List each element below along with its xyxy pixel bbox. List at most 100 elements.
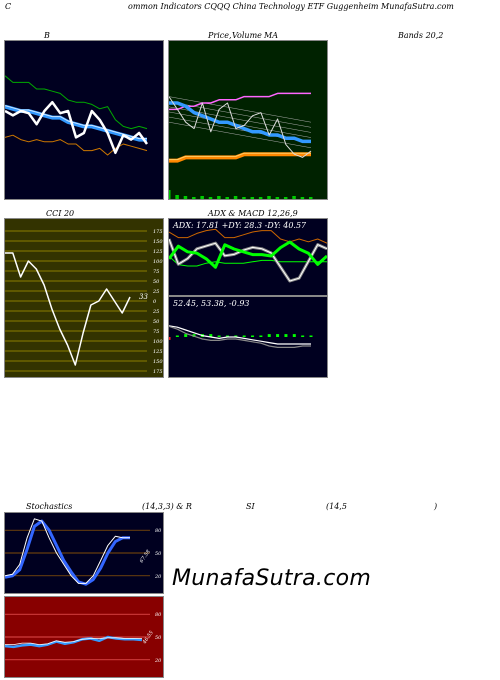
rsi-close-label: ) [434,502,438,511]
macd-histogram-bar [292,334,296,337]
price-line [5,100,149,155]
adx-chart [169,228,327,283]
bollinger-panel [4,40,164,200]
macd-histogram-bar [284,334,288,337]
macd-chart [169,325,313,349]
volume-bar [169,190,171,199]
volume-bar [258,197,263,199]
stoch-tick-label: 80 [155,528,162,534]
cci-panel: 175 150 125 100 75 50 25 0 25 50 75 100 125 150 175 33 [4,218,164,378]
macd-histogram-bar [209,334,213,337]
rsi-params-label: (14,5 [326,502,347,511]
macd-histogram-bar [217,335,221,337]
cci-line [5,252,131,366]
stochastics-label: Stochastics [26,502,73,511]
volume-bar [267,196,271,199]
volume-bar [300,197,305,199]
adx-values: ADX: 17.81 +DY: 28.3 -DY: 40.57 [173,221,307,230]
cci-tick-label: 50 [153,319,160,325]
macd-histogram-bar [259,335,263,337]
price-label: Price, [208,31,232,40]
macd-panel: 52.45, 53.38, -0.93 [168,296,328,378]
volume-bar [309,197,313,199]
cci-tick-label: 75 [153,269,159,275]
macd-histogram-bar [267,334,271,337]
macd-histogram-bar [225,335,229,337]
rsi-tick-label: 50 [155,635,162,641]
stoch-tick-label: 50 [155,551,162,557]
cci-tick-label: 100 [153,259,163,265]
ma-label: MA [264,31,278,40]
cci-tick-label: 125 [153,349,163,355]
price-ma-chart [169,92,313,199]
stoch-d-line [5,519,130,586]
volume-bar [275,197,280,199]
volume-bar [233,196,238,199]
si-label: SI [246,502,255,511]
volume-bar [175,195,179,199]
volume-bar [283,197,288,199]
volume-bar [183,196,188,199]
cci-last-value: 33 [139,293,148,301]
minus-di-line [169,228,327,244]
macd-histogram-bar [251,335,255,337]
volume-bar [242,197,246,199]
volume-bar [217,196,221,199]
cci-tick-label: 50 [153,279,160,285]
rsi-panel: 80 50 20 46.55 [4,596,164,678]
ma-mid [169,92,311,111]
plus-di-line-shadow [169,238,327,283]
cci-tick-label: 125 [153,249,163,255]
ma-guide-line [169,121,312,149]
adx-line [169,255,327,267]
ma-guide-line [169,96,312,123]
stoch-tick-label: 20 [154,574,162,580]
stoch-last-value: 67.58 [139,549,152,564]
bollinger-b-label: B [44,31,50,40]
watermark: MunafaSutra.com [172,566,372,591]
bands-label: Bands 20,2 [398,31,444,40]
rsi-tick-label: 20 [154,658,162,664]
price-line [169,96,312,158]
cci-tick-label: 150 [153,359,163,365]
cci-tick-label: 175 [153,369,163,375]
ma-short [169,101,311,144]
macd-histogram-bar [242,335,246,337]
volume-bar [250,197,255,199]
macd-histogram-bar [192,334,196,337]
cci-tick-label: 0 [153,299,157,305]
di-diff-line [169,240,327,269]
cci-tick-label: 100 [153,339,163,345]
rsi-chart: 80 50 20 46.55 [5,612,162,664]
bollinger-chart [5,75,149,156]
macd-histogram-bar [301,335,305,337]
macd-histogram-bar [309,335,313,337]
cci-label: CCI 20 [46,209,75,218]
adx-panel: ADX: 17.81 +DY: 28.3 -DY: 40.57 [168,218,328,296]
plus-di-line [169,238,327,282]
macd-histogram-bar [169,337,171,340]
signal-line [169,325,311,349]
ma-long-highlight [169,152,311,161]
header-c-letter: C [5,2,12,11]
cci-chart: 175 150 125 100 75 50 25 0 25 50 75 100 125 150 175 33 [5,229,163,375]
volume-label: Volume [232,31,262,40]
cci-tick-label: 175 [153,229,163,235]
adx-macd-label: ADX & MACD 12,26,9 [208,209,298,218]
macd-line [169,325,311,345]
header-title: ommon Indicators CQQQ China Technology E… [128,2,454,11]
volume-bar [200,196,204,199]
upper-band [5,75,148,130]
macd-histogram-bar [234,335,238,337]
macd-histogram-bar [175,335,179,337]
volume-bar [292,196,296,199]
macd-values: 52.45, 53.38, -0.93 [173,299,250,308]
rsi-last-value: 46.55 [141,630,155,646]
volume-bar [208,197,213,199]
cci-tick-label: 150 [153,239,163,245]
cci-tick-label: 75 [153,329,159,335]
stoch-params-label: (14,3,3) & R [142,502,192,511]
rsi-line [5,635,143,649]
ma-guide-line [169,111,312,138]
ma-long [169,152,311,163]
